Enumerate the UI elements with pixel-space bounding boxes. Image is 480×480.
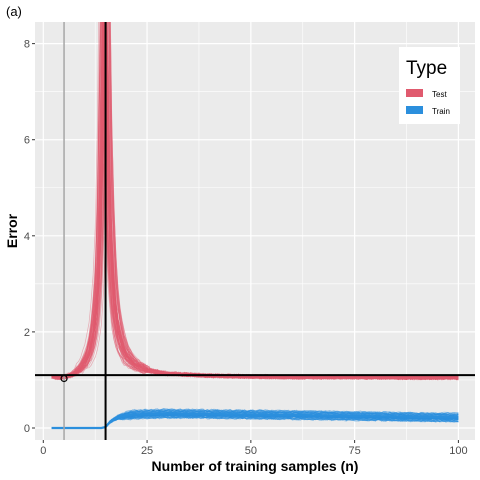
legend: Type Test Train (399, 47, 460, 124)
train-run-line (51, 408, 459, 429)
y-tick-label: 0 (24, 423, 30, 435)
legend-key-test (406, 89, 423, 97)
test-run-line (51, 22, 459, 380)
legend-label-test: Test (432, 90, 447, 99)
train-run-line (51, 416, 459, 429)
test-run-line (51, 22, 459, 381)
train-run-line (51, 414, 459, 429)
train-run-line (51, 409, 459, 429)
train-run-line (51, 414, 459, 429)
x-tick-label: 50 (245, 445, 257, 457)
train-run-line (51, 415, 459, 429)
train-run-line (51, 415, 459, 429)
train-run-line (51, 410, 459, 429)
x-tick-label: 75 (348, 445, 360, 457)
train-run-line (51, 416, 459, 429)
x-tick-label: 0 (40, 445, 46, 457)
test-run-line (51, 22, 459, 381)
train-run-line (51, 410, 459, 429)
train-run-line (51, 409, 459, 429)
train-run-line (51, 408, 459, 429)
reference-lines (35, 22, 475, 440)
train-run-line (51, 416, 459, 429)
marked-point (60, 374, 68, 383)
train-run-line (51, 409, 459, 429)
train-run-line (51, 416, 459, 429)
x-tick-label: 100 (449, 445, 467, 457)
train-run-line (51, 409, 459, 429)
train-run-line (51, 414, 459, 429)
train-run-line (51, 408, 459, 429)
x-axis-title: Number of training samples (n) (152, 458, 359, 474)
train-run-line (51, 416, 459, 429)
y-tick-label: 2 (24, 327, 30, 339)
x-tick-label: 25 (141, 445, 153, 457)
train-mean-line (51, 412, 459, 430)
test-run-line (51, 22, 459, 381)
test-run-line (51, 114, 459, 381)
legend-title: Type (406, 58, 447, 79)
train-run-line (51, 410, 459, 429)
train-run-line (51, 415, 459, 429)
y-tick-label: 8 (24, 39, 30, 51)
y-axis-title: Error (4, 213, 20, 248)
legend-key-train (406, 106, 423, 114)
y-tick-label: 4 (24, 231, 30, 243)
x-axis-ticks: 0 25 50 75 100 (40, 440, 468, 457)
panel-tag: (a) (6, 4, 22, 19)
legend-label-train: Train (432, 107, 450, 116)
series-train (51, 408, 459, 430)
y-axis-ticks: 0 2 4 6 8 (24, 39, 35, 435)
train-run-line (51, 409, 459, 429)
train-run-line (51, 410, 459, 429)
train-run-line (51, 416, 459, 429)
y-tick-label: 6 (24, 135, 30, 147)
train-run-line (51, 416, 459, 429)
train-run-line (51, 408, 459, 429)
